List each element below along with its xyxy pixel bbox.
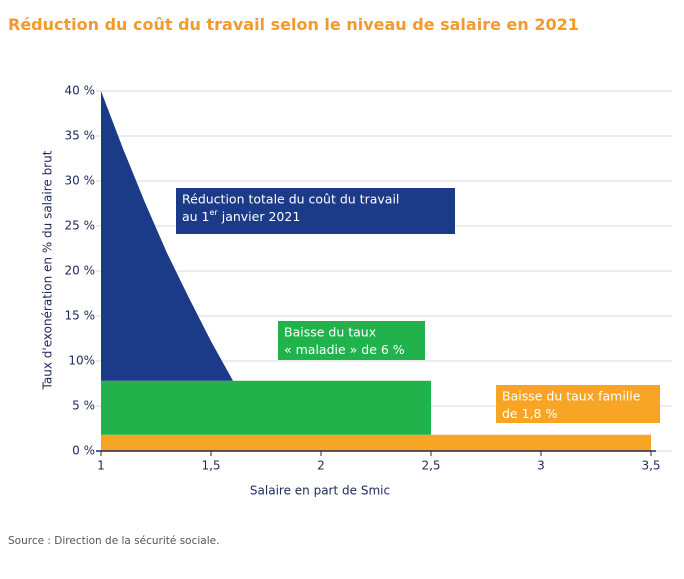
y-tick-label: 30 % — [65, 174, 96, 188]
annotation-text: « maladie » de 6 % — [284, 342, 405, 357]
annotation-text: « maladie » de 6 % — [284, 342, 405, 357]
x-tick-label: 1 — [97, 459, 105, 473]
annotation-text: janvier 2021 — [221, 209, 301, 224]
y-tick-label: 40 % — [65, 84, 96, 98]
annotation-box — [176, 188, 455, 234]
annotation-text: Baisse du taux — [284, 325, 376, 340]
y-tick-label: 25 % — [65, 219, 96, 233]
annotation-text: au 1 — [182, 209, 210, 224]
y-tick-label: 5 % — [72, 399, 95, 413]
annotation-box — [278, 321, 425, 360]
y-tick-label: 0 % — [72, 444, 95, 458]
chart-title: Réduction du coût du travail selon le ni… — [8, 15, 579, 34]
area — [101, 434, 651, 451]
source: Source : Direction de la sécurité social… — [8, 535, 219, 547]
x-tick-label: 2,5 — [421, 459, 440, 473]
y-axis-label: Taux d'exonération en % du salaire brut — [41, 150, 55, 390]
y-tick-label: 35 % — [65, 129, 96, 143]
x-tick-label: 2 — [317, 459, 325, 473]
annotation-box — [496, 385, 660, 423]
y-tick-label: 20 % — [65, 264, 96, 278]
x-tick-label: 1,5 — [201, 459, 220, 473]
annotation-text: de 1,8 % — [502, 406, 557, 421]
x-axis-label: Salaire en part de Smic — [250, 484, 390, 498]
annotation-sup: er — [210, 208, 219, 217]
x-tick-label: 3,5 — [641, 459, 660, 473]
annotation-text: Réduction totale du coût du travail — [182, 192, 399, 207]
y-tick-label: 15 % — [65, 309, 96, 323]
annotation-text: au 1er janvier 2021 — [182, 208, 300, 224]
area — [101, 380, 431, 435]
area — [101, 91, 233, 381]
y-tick-label: 10% — [68, 354, 95, 368]
annotation-text: Baisse du taux famille — [502, 389, 641, 404]
annotation-text: de 1,8 % — [502, 406, 557, 421]
x-tick-label: 3 — [537, 459, 545, 473]
